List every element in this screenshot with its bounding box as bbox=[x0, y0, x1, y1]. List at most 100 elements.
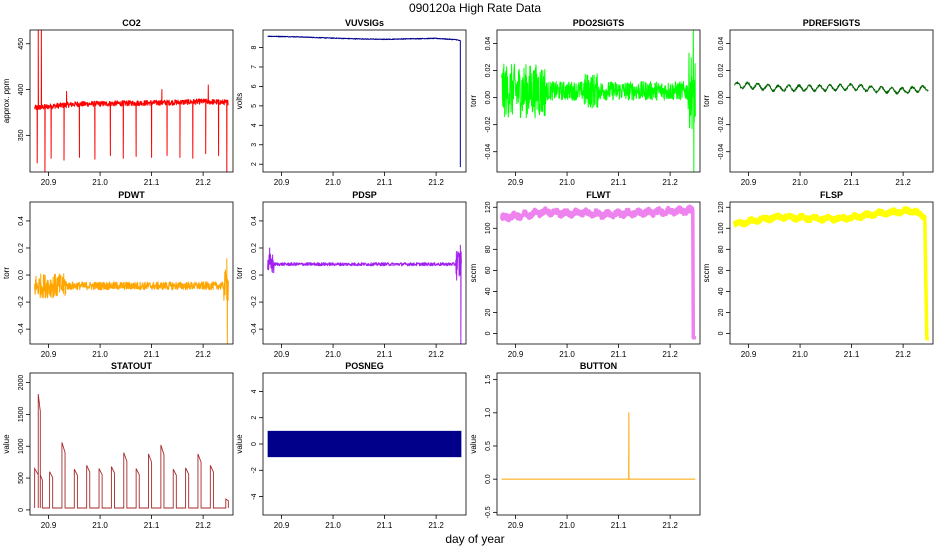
x-tick-label: 21.1 bbox=[844, 350, 860, 359]
y-tick-label: -0.5 bbox=[485, 506, 492, 518]
y-tick-label: 0.04 bbox=[718, 37, 725, 51]
y-tick-label: 6 bbox=[251, 84, 258, 88]
y-tick-label: 20 bbox=[718, 308, 725, 316]
y-tick-label: 0 bbox=[718, 331, 725, 335]
x-tick-label: 21.1 bbox=[611, 350, 627, 359]
y-tick-label: -0.02 bbox=[718, 117, 725, 133]
panel-title: POSNEG bbox=[345, 361, 384, 371]
panel-title: PDO2SIGTS bbox=[573, 18, 625, 28]
figure-title: 090120a High Rate Data bbox=[409, 1, 541, 15]
panel-co2: CO2 approx. ppm 20.9 21.0 21.1 21.2 350 400 450 bbox=[2, 18, 234, 187]
y-tick-label: 8 bbox=[251, 45, 258, 49]
plot-area bbox=[34, 393, 229, 509]
plot-frame bbox=[496, 29, 701, 173]
panel-statout: STATOUT value 20.9 21.0 21.1 21.2 0 500 1000 1500… bbox=[2, 361, 234, 530]
y-tick-label: 0.4 bbox=[251, 216, 258, 226]
panel-flwt: FLWT sccm 20.9 21.0 21.1 21.2 0 20 40 60 80 100 120 bbox=[469, 190, 701, 359]
plot-area bbox=[501, 30, 696, 172]
panel-title: STATOUT bbox=[111, 361, 152, 371]
y-tick-label: 40 bbox=[718, 287, 725, 295]
series-band bbox=[267, 430, 462, 458]
plot-frame bbox=[29, 372, 234, 516]
y-axis-label: torr bbox=[2, 267, 11, 279]
x-tick-label: 21.0 bbox=[325, 521, 341, 530]
y-axis-label: sccm bbox=[469, 263, 478, 282]
x-tick-label: 21.0 bbox=[792, 350, 808, 359]
plot-area bbox=[267, 35, 461, 168]
x-tick-label: 21.2 bbox=[195, 178, 211, 187]
y-tick-label: -0.4 bbox=[251, 323, 258, 335]
y-tick-label: 2 bbox=[251, 416, 258, 420]
x-tick-label: 21.0 bbox=[325, 350, 341, 359]
plot-area bbox=[501, 412, 696, 480]
series-line bbox=[501, 30, 696, 172]
panel-button: BUTTON value 20.9 21.0 21.1 21.2 -0.5 0.0 0.5 1.0… bbox=[469, 361, 701, 530]
x-tick-label: 21.2 bbox=[895, 178, 911, 187]
y-tick-label: 0 bbox=[18, 508, 25, 512]
y-tick-label: 0 bbox=[485, 331, 492, 335]
series-line bbox=[501, 412, 696, 480]
y-tick-label: 80 bbox=[485, 245, 492, 253]
y-tick-label: 1.0 bbox=[485, 408, 492, 418]
series-line bbox=[34, 393, 229, 509]
y-axis-label: torr bbox=[469, 95, 478, 107]
y-tick-label: 80 bbox=[718, 245, 725, 253]
figure-xlabel: day of year bbox=[445, 532, 504, 546]
plot-frame bbox=[729, 201, 934, 345]
plot-area bbox=[734, 81, 929, 95]
x-tick-label: 20.9 bbox=[41, 521, 57, 530]
plot-area bbox=[34, 258, 229, 344]
x-tick-label: 21.0 bbox=[92, 178, 108, 187]
x-tick-label: 20.9 bbox=[274, 350, 290, 359]
y-axis-label: torr bbox=[702, 95, 711, 107]
y-tick-label: 60 bbox=[718, 266, 725, 274]
y-tick-label: -0.04 bbox=[485, 144, 492, 160]
x-tick-label: 20.9 bbox=[741, 178, 757, 187]
y-tick-label: -0.4 bbox=[18, 323, 25, 335]
panel-flsp: FLSP sccm 20.9 21.0 21.1 21.2 0 20 40 60 80 100 120 bbox=[702, 190, 934, 359]
x-tick-label: 20.9 bbox=[508, 350, 524, 359]
y-tick-label: 120 bbox=[485, 201, 492, 213]
x-tick-label: 21.2 bbox=[195, 350, 211, 359]
y-tick-label: 0.0 bbox=[18, 270, 25, 280]
y-tick-label: 0.04 bbox=[485, 37, 492, 51]
plot-frame bbox=[262, 372, 467, 516]
y-axis-label: torr bbox=[235, 267, 244, 279]
x-tick-label: 21.2 bbox=[428, 350, 444, 359]
x-tick-label: 21.1 bbox=[144, 350, 160, 359]
series-line bbox=[34, 258, 229, 344]
x-tick-label: 21.0 bbox=[559, 178, 575, 187]
series-line bbox=[732, 206, 929, 341]
y-tick-label: 0.4 bbox=[18, 216, 25, 226]
panel-title: BUTTON bbox=[580, 361, 617, 371]
panel-title: PDSP bbox=[352, 190, 377, 200]
y-axis-label: sccm bbox=[702, 263, 711, 282]
x-tick-label: 21.0 bbox=[792, 178, 808, 187]
x-tick-label: 21.1 bbox=[611, 178, 627, 187]
y-tick-label: 0.2 bbox=[251, 243, 258, 253]
panel-title: CO2 bbox=[122, 18, 141, 28]
x-tick-label: 21.1 bbox=[844, 178, 860, 187]
panel-pdsp: PDSP torr 20.9 21.0 21.1 21.2 -0.4 -0.2 0.0 0.2 0.… bbox=[235, 190, 467, 359]
panel-vuvsigs: VUVSIGs volts 20.9 21.0 21.1 21.2 2 3 4 5 6 7 8 bbox=[235, 18, 467, 187]
panel-title: FLWT bbox=[586, 190, 611, 200]
panel-title: VUVSIGs bbox=[345, 18, 384, 28]
y-tick-label: 3 bbox=[251, 143, 258, 147]
plot-frame bbox=[496, 372, 701, 516]
x-tick-label: 21.1 bbox=[377, 350, 393, 359]
panel-title: PDWT bbox=[118, 190, 145, 200]
y-tick-label: 1000 bbox=[18, 438, 25, 454]
x-tick-label: 20.9 bbox=[41, 178, 57, 187]
x-tick-label: 21.1 bbox=[144, 178, 160, 187]
x-tick-label: 21.0 bbox=[559, 350, 575, 359]
x-tick-label: 21.0 bbox=[559, 521, 575, 530]
y-tick-label: 4 bbox=[251, 123, 258, 127]
panel-title: FLSP bbox=[820, 190, 843, 200]
series-line bbox=[34, 30, 229, 172]
y-tick-label: 0.00 bbox=[718, 91, 725, 105]
plot-frame bbox=[262, 29, 467, 173]
y-tick-label: 4 bbox=[251, 389, 258, 393]
panel-pdrefsigts: PDREFSIGTS torr 20.9 21.0 21.1 21.2 -0.04 -0.02… bbox=[702, 18, 934, 187]
x-tick-label: 20.9 bbox=[508, 178, 524, 187]
